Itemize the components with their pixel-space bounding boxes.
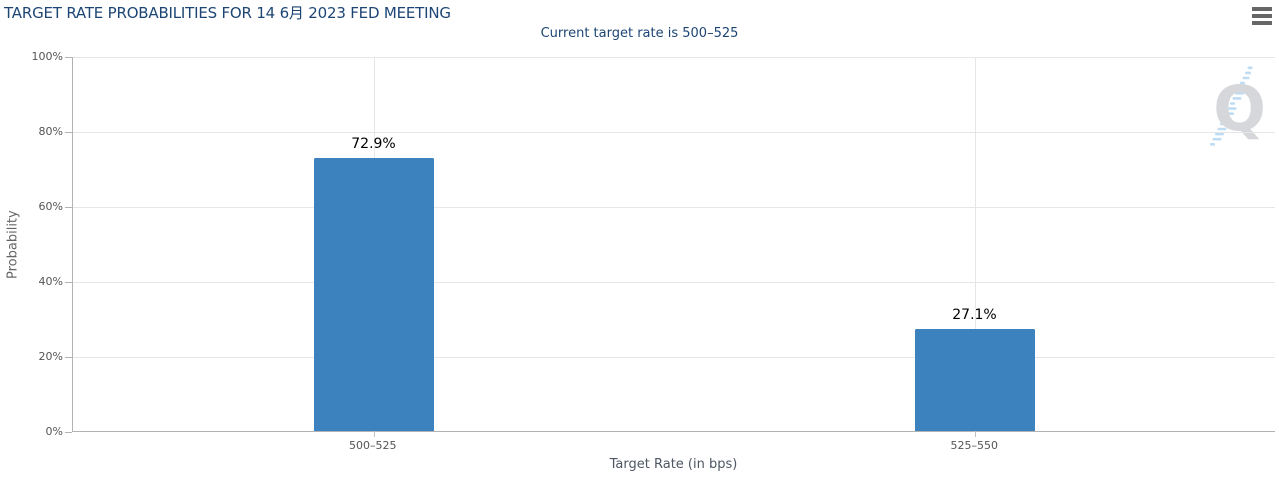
y-gridline xyxy=(73,57,1275,58)
y-tick-label: 60% xyxy=(38,200,63,213)
x-tick-label: 525–550 xyxy=(950,439,999,452)
x-axis-tick xyxy=(974,431,976,437)
x-axis-title: Target Rate (in bps) xyxy=(609,457,738,472)
y-axis-tick xyxy=(65,132,72,133)
plot-area: Q 72.9% 27.1% xyxy=(65,57,1275,437)
bar-value-label: 27.1% xyxy=(952,307,997,323)
y-gridline xyxy=(73,282,1275,283)
y-axis-tick xyxy=(65,207,72,208)
chart-title: TARGET RATE PROBABILITIES FOR 14 6月 2023… xyxy=(4,4,451,22)
x-gridline xyxy=(974,57,976,431)
y-axis-tick xyxy=(65,432,72,433)
x-axis-labels: 500–525 525–550 xyxy=(72,439,1275,453)
x-tick-label: 500–525 xyxy=(349,439,397,452)
probability-bar[interactable] xyxy=(914,329,1035,431)
hamburger-menu-icon xyxy=(1252,7,1272,25)
bar-value-label: 72.9% xyxy=(351,136,396,152)
y-axis-labels: 0% 20% 40% 60% 80% 100% xyxy=(0,50,63,438)
y-axis-tick xyxy=(65,357,72,358)
y-tick-label: 0% xyxy=(45,425,63,438)
chart-subtitle: Current target rate is 500–525 xyxy=(540,26,739,41)
y-tick-label: 20% xyxy=(38,350,63,363)
x-axis-tick xyxy=(373,431,375,437)
y-axis-tick xyxy=(65,57,72,58)
y-tick-label: 100% xyxy=(31,50,63,63)
y-gridline xyxy=(73,132,1275,133)
y-tick-label: 40% xyxy=(38,275,63,288)
y-tick-label: 80% xyxy=(38,125,63,138)
y-axis-tick xyxy=(65,282,72,283)
probability-bar[interactable] xyxy=(313,158,434,431)
y-gridline xyxy=(73,207,1275,208)
q-logo-watermark: Q xyxy=(1206,60,1268,152)
chart-context-menu-button[interactable] xyxy=(1249,5,1275,27)
y-gridline xyxy=(73,357,1275,358)
watermark-dashes xyxy=(1210,66,1253,146)
